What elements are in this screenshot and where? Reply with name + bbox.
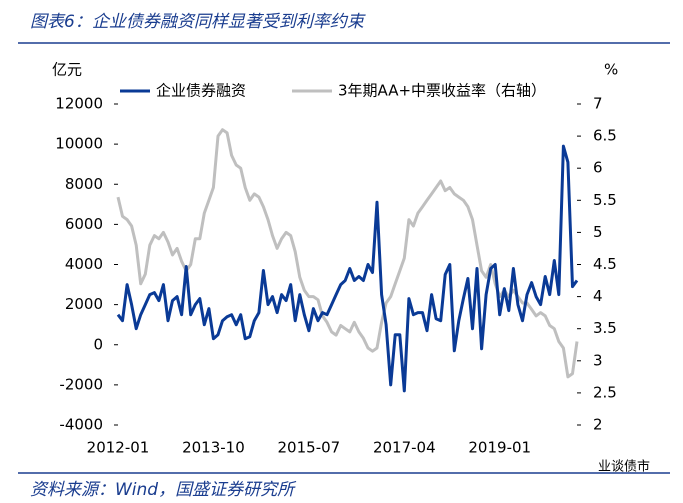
x-tick-label: 2019-01	[468, 439, 531, 457]
y-tick-label: 8000	[65, 175, 103, 193]
y-axis-label: 亿元	[52, 61, 82, 79]
line-series	[116, 144, 579, 393]
y2-tick-label: 2	[593, 416, 603, 434]
y-tick-label: -2000	[59, 375, 103, 393]
x-tick-label: 2017-04	[373, 439, 436, 457]
y2-tick-label: 4.5	[593, 255, 617, 273]
y-tick-label: 12000	[55, 95, 103, 113]
y-tick-label: -4000	[59, 416, 103, 434]
y-tick-label: 0	[93, 335, 103, 353]
y2-tick-label: 2.5	[593, 383, 617, 401]
line-series	[116, 128, 579, 379]
y-tick-label: 2000	[65, 295, 103, 313]
y2-tick-label: 3.5	[593, 319, 617, 337]
y2-tick-label: 5	[593, 223, 603, 241]
y2-axis-label: %	[604, 61, 618, 79]
y2-tick-label: 6	[593, 159, 603, 177]
x-tick-label: 2013-10	[182, 439, 245, 457]
y-tick-label: 6000	[65, 215, 103, 233]
y-tick-label: 10000	[55, 135, 103, 153]
y-tick-label: 4000	[65, 255, 103, 273]
source: 资料来源：Wind，国盛证券研究所	[30, 480, 297, 500]
y2-tick-label: 4	[593, 287, 603, 305]
y2-tick-label: 3	[593, 351, 603, 369]
x-tick-label: 2015-07	[278, 439, 341, 457]
legend-label: 3年期AA+中票收益率（右轴）	[338, 82, 546, 100]
watermark: 业谈债市	[598, 459, 650, 475]
y2-tick-label: 5.5	[593, 191, 617, 209]
chart-title: 图表6：企业债券融资同样显著受到利率约束	[30, 12, 366, 32]
legend-label: 企业债券融资	[156, 82, 246, 100]
y2-tick-label: 7	[593, 95, 603, 113]
y2-tick-label: 6.5	[593, 127, 617, 145]
x-tick-label: 2012-01	[87, 439, 150, 457]
